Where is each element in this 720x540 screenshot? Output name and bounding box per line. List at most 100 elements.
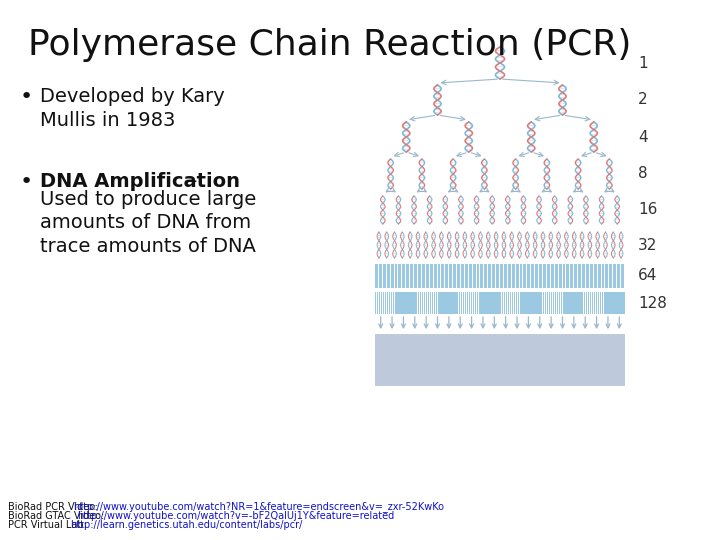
Bar [613, 292, 615, 314]
Bar [428, 292, 429, 314]
Bar [377, 292, 379, 314]
Bar [603, 292, 605, 314]
Bar [567, 292, 568, 314]
Bar [551, 264, 554, 288]
Bar [398, 292, 400, 314]
Bar [543, 264, 546, 288]
Bar [496, 264, 499, 288]
Bar [547, 264, 550, 288]
Bar [480, 292, 482, 314]
Bar [617, 264, 620, 288]
Bar [406, 292, 408, 314]
Bar [392, 292, 394, 314]
Text: Used to produce large
amounts of DNA from
trace amounts of DNA: Used to produce large amounts of DNA fro… [40, 190, 256, 256]
Bar [551, 292, 552, 314]
Bar [523, 292, 525, 314]
Bar [516, 292, 517, 314]
Bar [568, 292, 570, 314]
Text: BioRad GTAC Video:: BioRad GTAC Video: [8, 511, 107, 521]
Bar [480, 264, 483, 288]
Bar [531, 264, 534, 288]
Bar [621, 292, 623, 314]
Bar [498, 292, 500, 314]
Bar [410, 264, 413, 288]
Bar [389, 292, 390, 314]
Bar [609, 292, 611, 314]
Bar [504, 264, 507, 288]
Bar [564, 292, 566, 314]
Bar [400, 292, 402, 314]
Bar [418, 264, 421, 288]
Bar [611, 292, 613, 314]
Bar [426, 292, 427, 314]
Bar [469, 292, 470, 314]
Bar [397, 292, 398, 314]
Bar [381, 292, 382, 314]
Bar [410, 292, 412, 314]
Bar [570, 292, 572, 314]
Bar [436, 292, 437, 314]
Text: 16: 16 [638, 202, 657, 218]
Bar [391, 264, 394, 288]
Bar [576, 292, 577, 314]
Bar [405, 292, 406, 314]
Bar [477, 292, 478, 314]
Bar [535, 292, 536, 314]
Bar [595, 292, 597, 314]
Bar [575, 264, 577, 288]
Bar [472, 264, 476, 288]
Bar [414, 264, 417, 288]
Bar [500, 264, 503, 288]
Bar [395, 292, 396, 314]
Bar [553, 292, 554, 314]
Bar [424, 292, 426, 314]
Bar [578, 264, 581, 288]
Bar [422, 264, 425, 288]
Text: 128: 128 [638, 295, 667, 310]
Bar [580, 292, 582, 314]
Bar [527, 264, 530, 288]
Bar [559, 292, 560, 314]
Bar [592, 292, 593, 314]
Bar [619, 292, 621, 314]
Bar [414, 292, 415, 314]
Bar [562, 264, 565, 288]
Bar [600, 292, 601, 314]
Bar [590, 292, 591, 314]
Text: Polymerase Chain Reaction (PCR): Polymerase Chain Reaction (PCR) [28, 28, 631, 62]
Bar [504, 292, 505, 314]
Bar [572, 292, 574, 314]
Bar [384, 292, 386, 314]
Text: 64: 64 [638, 268, 657, 284]
Bar [598, 264, 600, 288]
Bar [430, 292, 431, 314]
Bar [375, 264, 378, 288]
Bar [444, 292, 445, 314]
Bar [500, 292, 501, 314]
Bar [598, 292, 599, 314]
Bar [582, 292, 583, 314]
Bar [496, 292, 498, 314]
Bar [453, 292, 454, 314]
Bar [526, 292, 527, 314]
Bar [383, 264, 386, 288]
Bar [518, 292, 519, 314]
Bar [594, 292, 595, 314]
Bar [554, 264, 557, 288]
Bar [453, 264, 456, 288]
Bar [445, 264, 449, 288]
Bar [513, 292, 515, 314]
Bar [408, 292, 410, 314]
Bar [387, 292, 388, 314]
Bar [375, 334, 625, 386]
Bar [512, 292, 513, 314]
Bar [430, 264, 433, 288]
Bar [562, 292, 564, 314]
Bar [559, 264, 562, 288]
Bar [510, 292, 511, 314]
Bar [488, 264, 491, 288]
Bar [547, 292, 549, 314]
Bar [465, 292, 467, 314]
Bar [422, 292, 423, 314]
Bar [516, 264, 518, 288]
